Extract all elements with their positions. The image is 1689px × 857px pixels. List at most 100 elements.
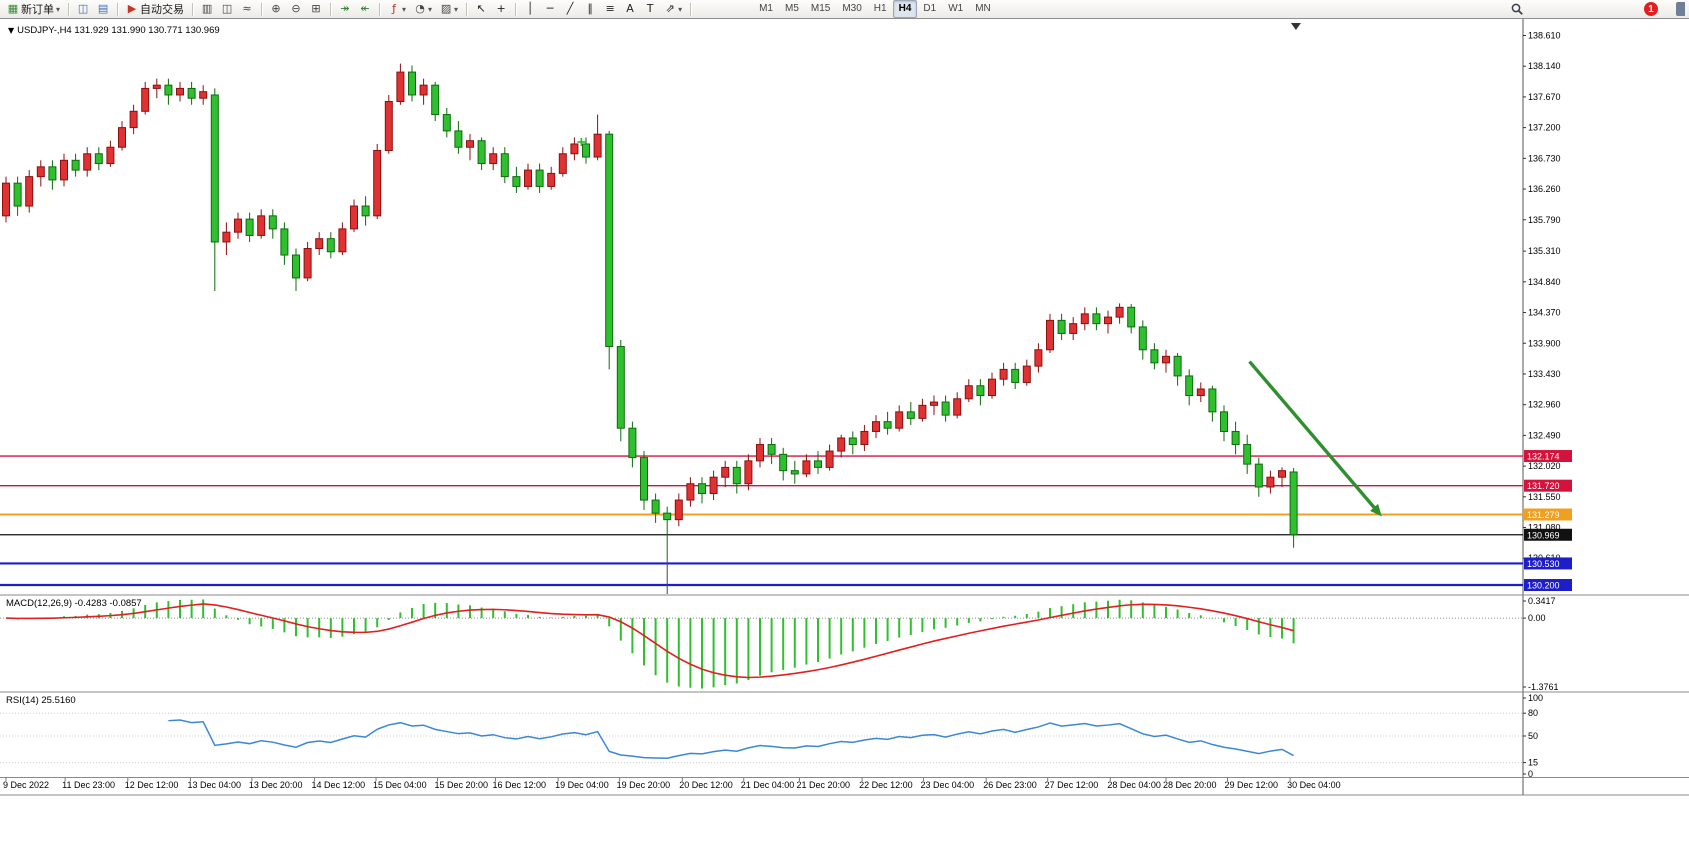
crosshair-button[interactable]: +	[491, 0, 511, 18]
templates-button[interactable]: ▨ ▾	[436, 0, 462, 18]
new-order-button[interactable]: ▦ 新订单 ▾	[3, 0, 64, 18]
price-tag-box	[1524, 528, 1572, 541]
chart-window: 138.610 138.140 137.670 137.200 136.730 136.2…	[0, 19, 1689, 857]
candle-body	[1150, 349, 1159, 364]
auto-trading-button[interactable]: ▶ 自动交易	[122, 0, 188, 18]
price-tag: 131.279	[1524, 508, 1572, 521]
candles-group	[2, 63, 1298, 561]
chevron-down-icon: ▾	[56, 4, 61, 14]
toolbar-separator	[68, 2, 70, 16]
candle-body	[60, 159, 68, 181]
candle-body	[1196, 388, 1205, 397]
candle-body	[883, 421, 892, 429]
notification-badge[interactable]: 1	[1644, 2, 1658, 16]
auto-scroll-button[interactable]: ↠	[335, 0, 355, 18]
candle-body	[593, 133, 602, 158]
price-tag-box	[1524, 579, 1572, 592]
trendline-button[interactable]: ╱	[560, 0, 580, 18]
timeframe-h1-button[interactable]: H1	[873, 3, 887, 14]
price-tick-label: 137.670	[1528, 92, 1561, 102]
templates-icon: ▨	[440, 2, 452, 15]
candle-body	[48, 166, 57, 181]
time-tick-label: 26 Dec 23:00	[983, 780, 1037, 790]
candle-body	[384, 100, 393, 151]
vertical-line-button[interactable]: │	[520, 0, 540, 18]
zoom-out-icon: ⊖	[291, 2, 301, 15]
time-tick-label: 14 Dec 12:00	[312, 780, 366, 790]
price-tick-label: 138.140	[1528, 61, 1561, 71]
chart-shift-button[interactable]: ↞	[355, 0, 375, 18]
candle-body	[663, 512, 672, 521]
indicators-list-button[interactable]: ƒ ▾	[384, 0, 410, 18]
zoom-in-button[interactable]: ⊕	[266, 0, 286, 18]
candle-body	[118, 127, 126, 148]
price-tick-label: 134.840	[1528, 277, 1561, 287]
candle-body	[651, 499, 660, 514]
price-tick-label: 132.960	[1528, 400, 1561, 410]
candlestick-chart-button[interactable]: ◫	[217, 0, 237, 18]
equidistant-channel-icon: ∥	[587, 2, 593, 15]
toolbar-separator	[192, 2, 194, 16]
timeframe-w1-button[interactable]: W1	[948, 3, 964, 14]
timeframe-m30-button[interactable]: M30	[842, 3, 862, 14]
zoom-out-button[interactable]: ⊖	[286, 0, 306, 18]
time-tick-label: 28 Dec 20:00	[1163, 780, 1217, 790]
time-tick-label: 9 Dec 2022	[3, 780, 49, 790]
chevron-down-icon: ▾	[678, 4, 683, 14]
horizontal-line-button[interactable]: ─	[540, 0, 560, 18]
candle-body	[721, 466, 730, 478]
arrows-button[interactable]: ⇗ ▾	[660, 0, 686, 18]
window-edge-icon[interactable]	[1676, 2, 1685, 16]
candle-body	[396, 71, 405, 102]
candle-body	[1289, 471, 1298, 536]
toolbar-group: │ ─ ╱ ∥ ≡ A T ⇗ ▾	[519, 0, 687, 18]
candle-body	[999, 368, 1008, 380]
candle-body	[361, 205, 370, 217]
time-tick-label: 27 Dec 12:00	[1045, 780, 1099, 790]
text-label-button[interactable]: T	[640, 0, 660, 18]
candle-body	[535, 169, 544, 187]
candle-body	[1069, 323, 1078, 334]
profiles-button[interactable]: ▤	[93, 0, 113, 18]
timeframe-h4-button[interactable]: H4	[892, 0, 918, 18]
candle-body	[558, 153, 567, 174]
candlestick-chart-icon: ◫	[221, 2, 233, 15]
candle-body	[431, 84, 440, 116]
fibonacci-retracement-button[interactable]: ≡	[600, 0, 620, 18]
fibonacci-retracement-icon: ≡	[605, 2, 615, 15]
timeframe-mn-button[interactable]: MN	[975, 3, 991, 14]
timeframe-m15-button[interactable]: M15	[810, 3, 831, 14]
charts-window-button[interactable]: ◫	[73, 0, 93, 18]
candle-body	[500, 153, 509, 178]
timeframe-m5-button[interactable]: M5	[784, 3, 799, 14]
equidistant-channel-button[interactable]: ∥	[580, 0, 600, 18]
price-tag-text: 130.530	[1527, 559, 1560, 569]
candle-body	[1231, 430, 1240, 446]
periods-button[interactable]: ◔ ▾	[410, 0, 436, 18]
price-tick-label: 131.080	[1528, 523, 1561, 533]
trend-arrow-annotation[interactable]	[1248, 360, 1378, 512]
candle-body	[176, 87, 184, 96]
candle-body	[303, 248, 312, 279]
tile-windows-button[interactable]: ⊞	[306, 0, 326, 18]
timeframe-d1-button[interactable]: D1	[923, 3, 937, 14]
cursor-button[interactable]: ↖	[471, 0, 491, 18]
toolbar-group: ⊕ ⊖ ⊞	[265, 0, 327, 18]
candle-body	[141, 87, 150, 112]
candle-body	[268, 215, 277, 230]
timeframe-m1-button[interactable]: M1	[759, 3, 773, 14]
line-chart-button[interactable]: ≈	[237, 0, 257, 18]
price-tick-label: 131.550	[1528, 492, 1561, 502]
tile-windows-icon: ⊞	[311, 2, 321, 15]
candle-body	[187, 87, 196, 99]
candle-body	[582, 143, 590, 158]
candle-body	[1208, 388, 1217, 413]
candle-body	[895, 411, 904, 429]
bar-chart-button[interactable]: ▥	[197, 0, 217, 18]
search-button[interactable]	[1506, 0, 1528, 18]
candle-body	[106, 146, 115, 165]
candle-body	[872, 421, 880, 432]
text-button[interactable]: A	[620, 0, 640, 18]
chart-canvas[interactable]: 138.610 138.140 137.670 137.200 136.730 136.2…	[0, 19, 1689, 857]
